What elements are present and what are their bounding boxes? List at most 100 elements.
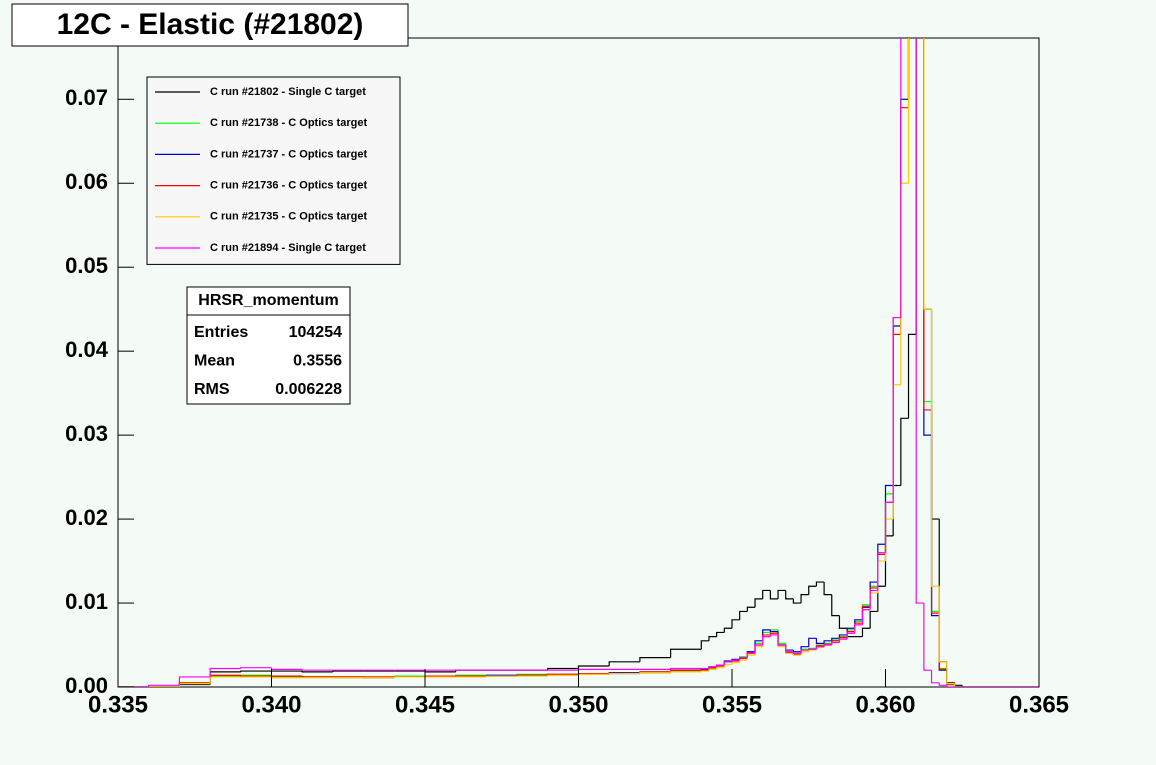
histogram-bin	[877, 552, 886, 591]
histogram-bin	[823, 640, 832, 644]
histogram-bin	[608, 672, 640, 675]
histogram-bin	[831, 594, 840, 617]
histogram-bin	[769, 590, 779, 600]
histogram-bin	[900, 417, 909, 486]
histogram-bin	[815, 646, 825, 650]
legend-label: C run #21738 - C Optics target	[210, 117, 367, 129]
histogram-bin	[746, 652, 756, 658]
histogram-bin	[700, 670, 709, 672]
histogram-bin	[670, 667, 702, 670]
histogram-bin	[723, 627, 732, 633]
histogram-bin	[808, 637, 817, 647]
histogram-bin	[731, 659, 740, 662]
stats-title: HRSR_momentum	[198, 292, 338, 309]
histogram-bin	[915, 38, 924, 604]
histogram-bin	[754, 598, 763, 608]
legend-label: C run #21736 - C Optics target	[210, 180, 367, 192]
histogram-bin	[577, 665, 610, 669]
histogram-bin	[861, 627, 871, 637]
histogram-bin	[823, 582, 832, 596]
histogram-bin	[869, 610, 878, 629]
histogram-bin	[769, 629, 779, 633]
chart-title: 12C - Elastic (#21802)	[57, 8, 364, 41]
y-tick-label: 0.05	[65, 253, 108, 278]
x-tick-label: 0.360	[855, 691, 915, 718]
histogram-bin	[769, 634, 779, 637]
histogram-bin	[792, 598, 802, 604]
histogram-bin	[785, 590, 794, 600]
histogram-bin	[731, 662, 740, 665]
histogram-bin	[708, 636, 717, 641]
histogram-bin	[961, 685, 1039, 687]
histogram-bin	[831, 641, 840, 646]
stats-label: Entries	[194, 324, 248, 341]
histogram-bin	[639, 672, 671, 674]
histogram-bin	[739, 610, 748, 620]
histogram-bin	[938, 586, 947, 663]
histogram-bin	[800, 594, 809, 604]
histogram-bin	[670, 671, 702, 673]
histogram-bin	[716, 664, 725, 667]
histogram-bin	[953, 683, 963, 687]
histogram-layer	[118, 38, 1039, 687]
histogram-bin	[854, 624, 863, 634]
stats-frame	[186, 286, 351, 405]
histogram-bin	[393, 676, 425, 678]
histogram-bin	[923, 603, 932, 671]
histogram-bin	[946, 661, 955, 685]
y-tick-label: 0.07	[65, 85, 108, 110]
histogram-bin	[923, 38, 932, 310]
legend: C run #21802 - Single C target C run #217…	[146, 76, 401, 265]
x-tick-label: 0.350	[548, 691, 608, 718]
histogram-bin	[708, 668, 717, 672]
histogram-bin	[808, 648, 817, 651]
histogram-bin	[808, 585, 817, 595]
title-box	[11, 3, 409, 47]
histogram-bin	[815, 581, 825, 587]
histogram-bin	[777, 634, 786, 646]
histogram-bin	[639, 657, 671, 662]
histogram-bin	[670, 648, 702, 658]
histogram-bin	[547, 674, 579, 677]
stats-value: 0.006228	[275, 381, 342, 398]
histogram-bin	[332, 670, 364, 672]
histogram-bin	[485, 675, 518, 677]
histogram-bin	[240, 675, 272, 677]
histogram-bin	[815, 638, 825, 644]
histogram-bin	[907, 38, 910, 184]
histogram-bin	[754, 644, 763, 654]
y-tick-label: 0.00	[65, 673, 108, 698]
histogram-bin	[930, 309, 940, 587]
histogram-bin	[900, 38, 902, 318]
histogram-bin	[608, 661, 640, 667]
histogram-bin	[892, 316, 901, 503]
histogram-bin	[746, 606, 756, 612]
histogram-bin	[716, 631, 725, 637]
x-tick-label: 0.335	[88, 691, 148, 718]
y-tick-label: 0.06	[65, 169, 108, 194]
histogram-bin	[708, 666, 717, 669]
legend-label: C run #21737 - C Optics target	[210, 148, 367, 160]
histogram-bin	[762, 589, 771, 599]
histogram-bin	[946, 685, 955, 687]
histogram-bin	[823, 644, 832, 647]
y-tick-label: 0.02	[65, 505, 108, 530]
x-tick-label: 0.340	[241, 691, 301, 718]
y-tick-label: 0.04	[65, 337, 109, 362]
x-tick-label: 0.355	[702, 691, 762, 718]
histogram-bin	[884, 501, 894, 553]
histogram-bin	[731, 619, 740, 629]
histogram-bin	[777, 589, 786, 599]
histogram-bin	[178, 676, 211, 686]
histogram-bin	[861, 609, 871, 625]
histogram-bin	[800, 649, 809, 654]
histogram-bin	[869, 589, 878, 610]
histogram-bin	[838, 615, 848, 629]
x-tick-label: 0.345	[395, 691, 455, 718]
histogram-bin	[240, 667, 272, 669]
histogram-bin	[762, 636, 771, 646]
stats-box: HRSR_momentum Entries 104254 Mean 0.3556 RMS 0…	[186, 286, 351, 405]
legend-box	[146, 76, 401, 265]
histogram-bin	[831, 637, 840, 641]
